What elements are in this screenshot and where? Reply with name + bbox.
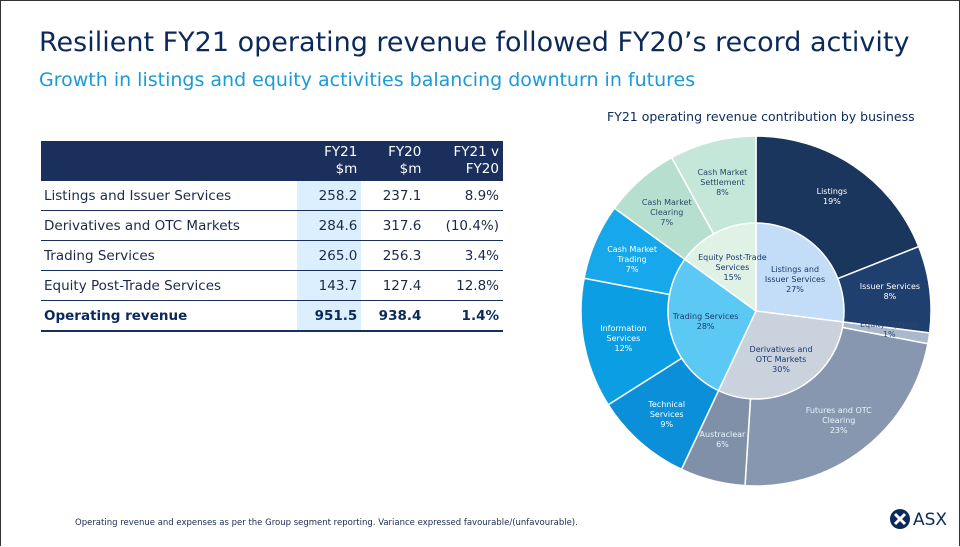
label-name: Equity Post-Trade Services xyxy=(698,252,767,272)
table-cell: Listings and Issuer Services xyxy=(41,181,298,211)
label-name: Austraclear xyxy=(699,429,746,439)
table-cell: Operating revenue xyxy=(41,300,298,332)
label-name: Listings and Issuer Services xyxy=(764,264,826,284)
header-line: $m xyxy=(399,161,422,177)
table-cell: (10.4%) xyxy=(425,210,503,241)
table-row: Listings and Issuer Services 258.2 237.1 8.… xyxy=(41,181,503,211)
logo-text: ASX xyxy=(913,510,948,530)
label-name: Derivatives and OTC Markets xyxy=(749,344,813,364)
table-row: Trading Services 265.0 256.3 3.4% xyxy=(41,240,503,271)
table-cell: 1.4% xyxy=(425,300,503,332)
table-row: Operating revenue 951.5 938.4 1.4% xyxy=(41,300,503,332)
sunburst xyxy=(580,135,932,487)
table-cell: 258.2 xyxy=(297,181,362,211)
table-cell: 317.6 xyxy=(361,210,426,241)
label-name: Information Services xyxy=(600,324,647,344)
outer-label: Technical Services 9% xyxy=(631,400,703,430)
inner-label: Listings and Issuer Services 27% xyxy=(759,265,831,295)
header-line: $m xyxy=(335,161,358,177)
label-value: 8% xyxy=(716,188,729,198)
outer-label: Listings 19% xyxy=(796,187,868,207)
label-name: Listings xyxy=(816,187,848,197)
revenue-table: FY21 $m FY20 $m FY21 v FY20 Listings and Issue… xyxy=(41,141,503,332)
slide-title: Resilient FY21 operating revenue followe… xyxy=(39,27,910,58)
outer-label: Cash Market Settlement 8% xyxy=(686,168,758,198)
inner-label: Trading Services 28% xyxy=(670,312,742,332)
table-row: Equity Post-Trade Services 143.7 127.4 12.8… xyxy=(41,270,503,301)
label-value: 9% xyxy=(660,420,674,430)
inner-wedge xyxy=(755,222,845,323)
label-value: 19% xyxy=(822,197,841,207)
table-cell: Equity Post-Trade Services xyxy=(41,270,298,301)
inner-wedge xyxy=(717,310,845,400)
table-cell: 8.9% xyxy=(425,181,503,211)
header-cell: FY21 $m xyxy=(297,141,362,181)
table-cell: 3.4% xyxy=(425,240,503,271)
table-cell: 256.3 xyxy=(361,240,426,271)
table-cell: 951.5 xyxy=(297,300,362,332)
outer-label: Equity Options 1% xyxy=(853,320,925,340)
outer-label: Austraclear 6% xyxy=(686,430,758,450)
label-name: Issuer Services xyxy=(859,282,921,292)
outer-label: Cash Market Trading 7% xyxy=(596,245,668,275)
header-line: FY21 xyxy=(324,144,358,160)
label-name: Cash Market Clearing xyxy=(641,197,692,217)
slide-subtitle: Growth in listings and equity activities… xyxy=(39,69,696,91)
logo-icon xyxy=(890,509,910,529)
label-name: Trading Services xyxy=(672,311,739,321)
label-value: 1% xyxy=(882,330,896,340)
header-cell: FY20 $m xyxy=(361,141,426,181)
table-cell: 938.4 xyxy=(361,300,426,332)
header-cell: FY21 v FY20 xyxy=(425,141,503,181)
outer-label: Information Services 12% xyxy=(587,324,659,354)
label-value: 6% xyxy=(716,439,729,449)
table-cell: 237.1 xyxy=(361,181,426,211)
table-cell: 143.7 xyxy=(297,270,362,301)
table-row: Derivatives and OTC Markets 284.6 317.6 (10… xyxy=(41,210,503,241)
table-cell: Derivatives and OTC Markets xyxy=(41,210,298,241)
table-cell: 127.4 xyxy=(361,270,426,301)
header-line: FY20 xyxy=(388,144,422,160)
label-value: 8% xyxy=(883,292,897,302)
header-line: FY20 xyxy=(465,161,499,177)
label-name: Cash Market Settlement xyxy=(697,168,748,188)
header-cell xyxy=(41,141,298,181)
label-value: 7% xyxy=(660,217,674,227)
label-name: Equity Options xyxy=(859,320,919,330)
label-name: Technical Services xyxy=(648,400,686,420)
inner-label: Equity Post-Trade Services 15% xyxy=(696,253,768,283)
chart-title: FY21 operating revenue contribution by b… xyxy=(607,109,915,124)
outer-label: Cash Market Clearing 7% xyxy=(631,198,703,228)
label-value: 15% xyxy=(723,272,742,282)
label-value: 7% xyxy=(625,265,639,275)
inner-wedge xyxy=(667,258,757,392)
inner-label: Derivatives and OTC Markets 30% xyxy=(745,345,817,375)
table-cell: Trading Services xyxy=(41,240,298,271)
header-line: FY21 v xyxy=(453,144,499,160)
label-value: 27% xyxy=(786,284,804,294)
outer-label: Futures and OTC Clearing 23% xyxy=(803,406,875,436)
label-value: 30% xyxy=(772,364,790,374)
label-value: 28% xyxy=(696,321,715,331)
label-name: Futures and OTC Clearing xyxy=(805,405,872,425)
footnote: Operating revenue and expenses as per th… xyxy=(75,518,578,528)
table-cell: 284.6 xyxy=(297,210,362,241)
table-cell: 12.8% xyxy=(425,270,503,301)
header-row: FY21 $m FY20 $m FY21 v FY20 xyxy=(41,141,503,181)
label-value: 12% xyxy=(614,344,633,354)
outer-label: Issuer Services 8% xyxy=(854,282,926,302)
table-cell: 265.0 xyxy=(297,240,362,271)
label-value: 23% xyxy=(829,425,848,435)
label-name: Cash Market Trading xyxy=(607,245,657,265)
inner-wedge xyxy=(683,222,757,313)
